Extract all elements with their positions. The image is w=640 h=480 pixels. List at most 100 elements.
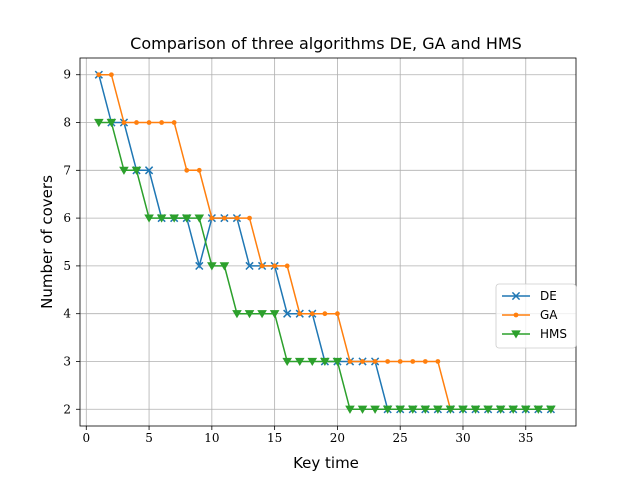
legend-marker-hms bbox=[511, 330, 521, 339]
data-point-hms bbox=[119, 166, 129, 175]
data-point-ga bbox=[309, 311, 315, 317]
data-point-ga bbox=[134, 120, 139, 125]
x-tick-label: 5 bbox=[145, 431, 153, 445]
data-point-hms bbox=[458, 405, 468, 414]
data-point-hms bbox=[345, 405, 355, 414]
data-point-hms bbox=[357, 405, 368, 414]
data-point-hms bbox=[407, 405, 418, 414]
data-point-hms bbox=[546, 405, 556, 414]
y-tick-label: 4 bbox=[63, 307, 71, 321]
y-axis-ticks: 2 3 4 5 6 7 8 9 bbox=[63, 68, 80, 416]
x-tick-label: 10 bbox=[204, 431, 219, 445]
data-point-hms bbox=[181, 214, 192, 223]
data-point-hms bbox=[131, 166, 142, 175]
data-point-hms bbox=[194, 214, 205, 223]
data-point-ga bbox=[146, 120, 152, 125]
data-point-hms bbox=[395, 405, 406, 414]
data-point-hms bbox=[169, 214, 179, 223]
legend-label-ga: GA bbox=[540, 308, 558, 322]
data-point-ga bbox=[247, 215, 252, 221]
data-point-hms bbox=[520, 405, 531, 414]
data-point-ga bbox=[372, 359, 378, 364]
data-point-ga bbox=[171, 120, 177, 125]
data-point-ga bbox=[385, 359, 391, 364]
data-point-ga bbox=[410, 359, 416, 364]
data-point-de bbox=[195, 261, 204, 271]
data-point-ga bbox=[435, 359, 441, 364]
data-point-hms bbox=[94, 118, 104, 128]
data-point-hms bbox=[106, 118, 117, 128]
data-point-ga bbox=[121, 120, 127, 125]
legend: DE GA HMS bbox=[495, 283, 577, 349]
data-point-ga bbox=[360, 359, 365, 364]
y-tick-label: 6 bbox=[63, 211, 71, 225]
data-point-hms bbox=[156, 214, 167, 223]
data-point-hms bbox=[420, 405, 431, 414]
data-point-ga bbox=[108, 72, 114, 78]
data-point-ga bbox=[397, 359, 403, 364]
data-point-hms bbox=[332, 357, 343, 367]
series-group bbox=[94, 70, 556, 414]
x-axis-label: Key time bbox=[293, 454, 359, 472]
x-tick-label: 25 bbox=[393, 431, 408, 445]
grid-lines bbox=[80, 58, 576, 426]
y-tick-label: 8 bbox=[63, 116, 71, 130]
data-point-ga bbox=[184, 167, 190, 173]
data-point-hms bbox=[244, 310, 255, 319]
data-point-hms bbox=[307, 357, 318, 367]
y-tick-label: 3 bbox=[63, 354, 71, 368]
x-axis-ticks: 0 5 10 15 20 25 30 35 bbox=[82, 426, 533, 445]
data-point-ga bbox=[272, 263, 278, 269]
chart-title: Comparison of three algorithms DE, GA an… bbox=[130, 34, 522, 53]
x-tick-label: 35 bbox=[518, 431, 533, 445]
data-point-ga bbox=[222, 215, 227, 221]
data-point-hms bbox=[219, 262, 230, 271]
legend-label-hms: HMS bbox=[540, 327, 567, 341]
data-point-ga bbox=[196, 167, 202, 173]
data-point-ga bbox=[422, 359, 428, 364]
data-point-hms bbox=[370, 405, 380, 414]
legend-entry-ga: GA bbox=[502, 308, 558, 322]
data-point-hms bbox=[269, 310, 280, 319]
data-point-ga bbox=[322, 311, 328, 317]
x-tick-label: 15 bbox=[267, 431, 282, 445]
data-point-hms bbox=[445, 405, 456, 414]
data-point-hms bbox=[470, 405, 481, 414]
data-point-hms bbox=[144, 214, 154, 223]
data-point-hms bbox=[232, 310, 242, 319]
data-point-ga bbox=[297, 311, 303, 317]
data-point-hms bbox=[433, 405, 443, 414]
legend-entry-de: DE bbox=[502, 289, 557, 303]
x-tick-label: 20 bbox=[330, 431, 345, 445]
y-tick-label: 7 bbox=[63, 163, 71, 177]
data-point-de bbox=[283, 309, 292, 318]
data-point-ga bbox=[209, 215, 215, 221]
legend-marker-ga bbox=[513, 312, 519, 318]
data-point-ga bbox=[259, 263, 265, 269]
data-point-ga bbox=[159, 120, 165, 125]
data-point-ga bbox=[284, 263, 290, 269]
data-point-hms bbox=[533, 405, 544, 414]
y-tick-label: 2 bbox=[63, 402, 71, 416]
series-hms bbox=[94, 118, 556, 414]
data-point-ga bbox=[234, 215, 240, 221]
data-point-hms bbox=[508, 405, 519, 414]
legend-entry-hms: HMS bbox=[502, 327, 567, 341]
data-point-hms bbox=[320, 357, 330, 367]
y-tick-label: 5 bbox=[63, 259, 71, 273]
data-point-hms bbox=[495, 405, 506, 414]
x-tick-label: 30 bbox=[455, 431, 470, 445]
data-point-hms bbox=[294, 357, 305, 367]
data-point-hms bbox=[483, 405, 493, 414]
y-axis-label: Number of covers bbox=[38, 175, 56, 309]
data-point-ga bbox=[347, 359, 353, 364]
data-point-ga bbox=[335, 311, 340, 317]
data-point-hms bbox=[282, 357, 292, 367]
legend-marker-de bbox=[511, 291, 521, 301]
x-tick-label: 0 bbox=[82, 431, 90, 445]
data-point-de bbox=[245, 261, 254, 271]
plot-frame bbox=[79, 57, 577, 427]
legend-label-de: DE bbox=[540, 289, 557, 303]
data-point-ga bbox=[96, 72, 102, 78]
